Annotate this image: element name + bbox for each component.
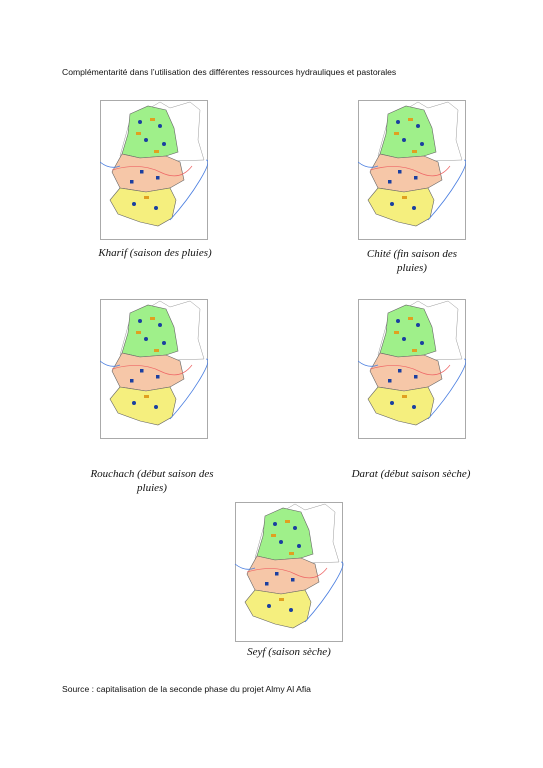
caption: Rouchach (début saison des pluies) bbox=[90, 468, 214, 494]
map bbox=[358, 100, 466, 240]
page-title: Complémentarité dans l’utilisation des d… bbox=[62, 67, 397, 77]
caption: Darat (début saison sèche) bbox=[351, 468, 471, 480]
map bbox=[232, 502, 346, 642]
map bbox=[100, 298, 208, 440]
caption: Chité (fin saison des pluies) bbox=[366, 248, 458, 274]
map bbox=[100, 100, 208, 240]
map bbox=[358, 298, 466, 440]
source: Source : capitalisation de la seconde ph… bbox=[62, 684, 311, 694]
caption: Kharif (saison des pluies) bbox=[98, 247, 212, 259]
caption: Seyf (saison sèche) bbox=[247, 646, 331, 658]
